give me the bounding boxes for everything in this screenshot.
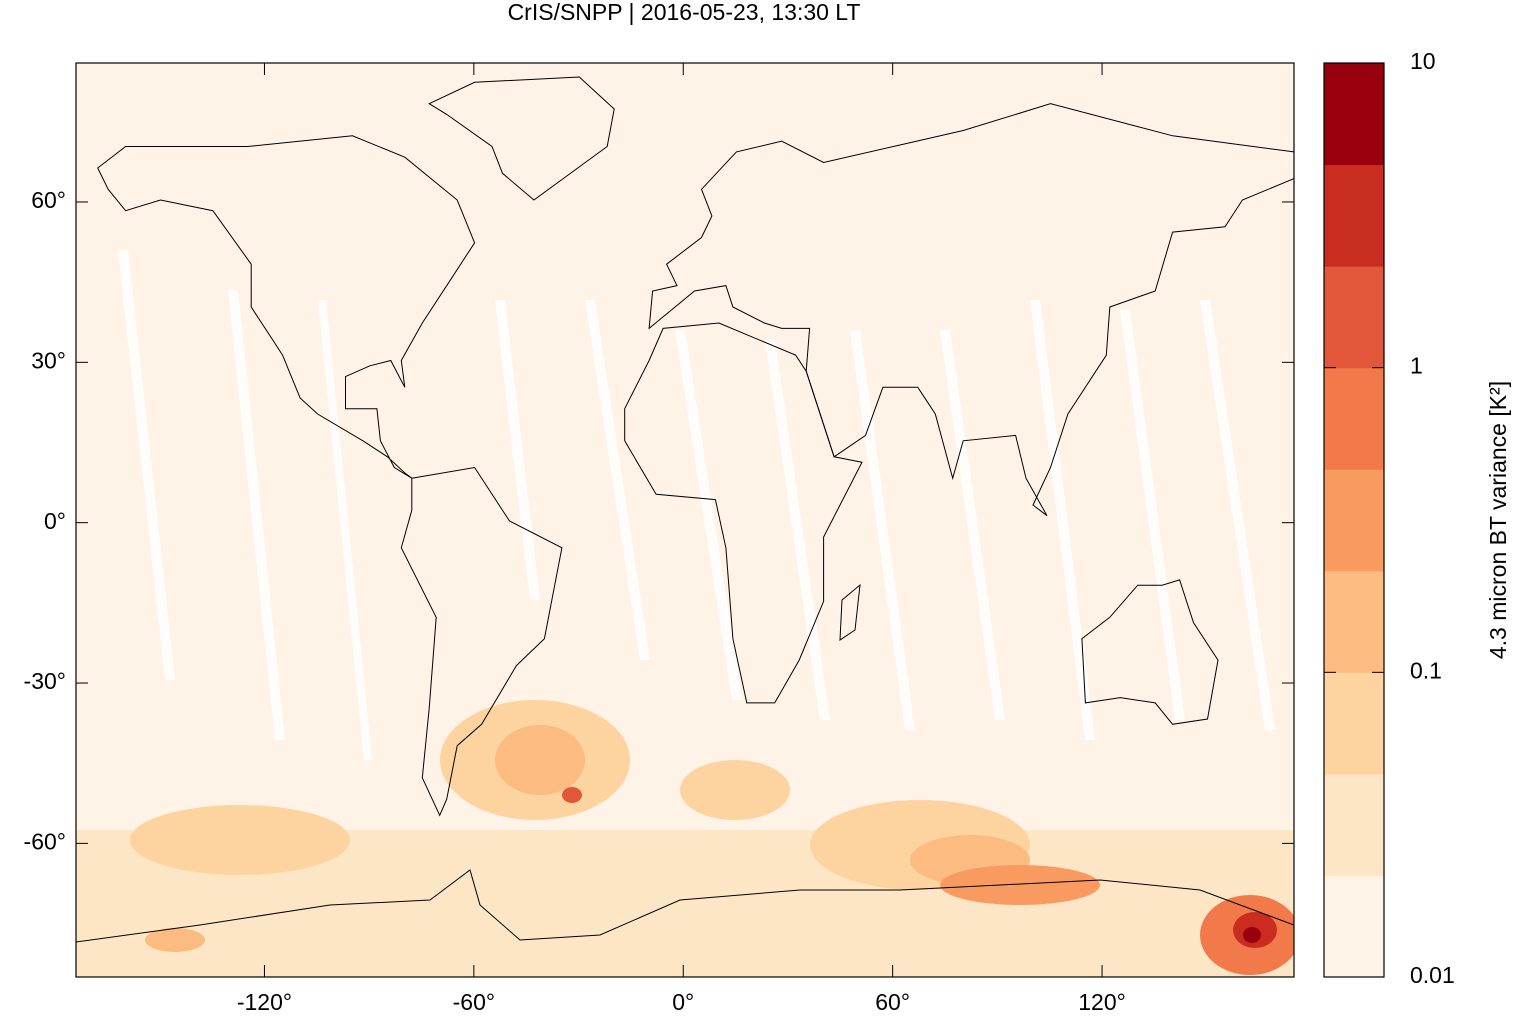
colorbar-tick-label: 0.01	[1410, 962, 1455, 988]
swath-gaps	[118, 250, 1275, 760]
chart-title: CrIS/SNPP | 2016-05-23, 13:30 LT	[508, 0, 861, 25]
variance-field	[76, 700, 1294, 977]
x-tick-label: -120°	[237, 989, 292, 1015]
x-tick-label: 60°	[875, 989, 910, 1015]
y-tick-label: 60°	[31, 187, 66, 213]
colorbar-band	[1324, 570, 1384, 673]
colorbar-band	[1324, 469, 1384, 572]
colorbar-band	[1324, 875, 1384, 978]
colorbar-band	[1324, 266, 1384, 369]
colorbar-band	[1324, 773, 1384, 876]
colorbar-band	[1324, 164, 1384, 267]
colorbar-tick-label: 0.1	[1410, 657, 1442, 683]
y-tick-label: 0°	[44, 508, 66, 534]
colorbar-band	[1324, 367, 1384, 470]
plot-frame	[75, 62, 1295, 978]
y-tick-label: -30°	[24, 668, 66, 694]
x-tick-label: 120°	[1078, 989, 1126, 1015]
colorbar-tick-label: 1	[1410, 353, 1423, 379]
x-tick-label: -60°	[453, 989, 495, 1015]
colorbar-band	[1324, 672, 1384, 775]
colorbar	[1324, 63, 1384, 978]
x-tick-label: 0°	[672, 989, 694, 1015]
y-tick-label: 30°	[31, 347, 66, 373]
y-tick-label: -60°	[24, 828, 66, 854]
coastlines	[76, 76, 1294, 943]
map	[76, 63, 1294, 977]
colorbar-band	[1324, 63, 1384, 166]
colorbar-tick-label: 10	[1410, 48, 1436, 74]
colorbar-frame	[1323, 62, 1385, 978]
colorbar-label: 4.3 micron BT variance [K²]	[1485, 381, 1511, 659]
